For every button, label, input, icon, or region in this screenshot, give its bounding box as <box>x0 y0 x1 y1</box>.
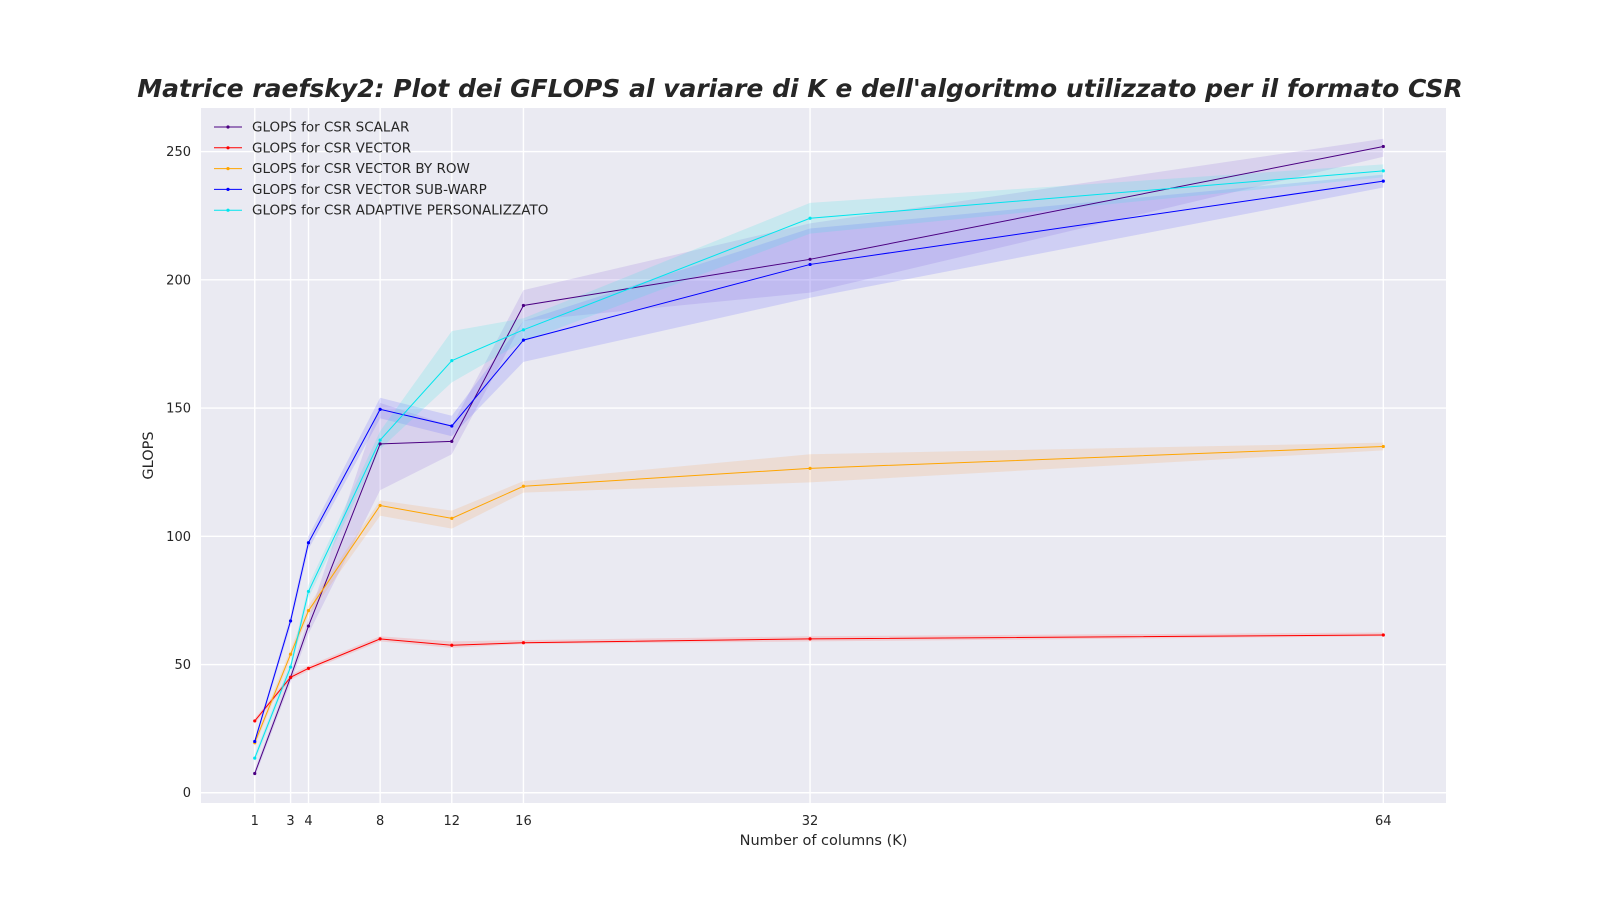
series-0-point <box>1381 144 1385 149</box>
x-tick-label: 4 <box>304 814 312 829</box>
series-0-point <box>378 442 382 446</box>
series-3-point <box>808 262 812 267</box>
x-axis-label: Number of columns (K) <box>740 833 908 849</box>
x-tick-labels: 1 3 4 8 12 16 32 64 <box>251 814 1392 829</box>
series-2-point <box>450 516 454 520</box>
legend-label: GLOPS for CSR VECTOR BY ROW <box>252 161 470 177</box>
y-tick-label: 150 <box>166 402 191 417</box>
series-4-point <box>450 359 454 363</box>
series-3-point <box>450 424 454 428</box>
series-1-band <box>254 632 1384 724</box>
legend-label: GLOPS for CSR ADAPTIVE PERSONALIZZATO <box>252 203 548 219</box>
grid <box>201 108 1446 803</box>
series-4-point <box>1381 169 1385 173</box>
series-4-point <box>808 216 812 220</box>
chart-title: Matrice raefsky2: Plot dei GFLOPS al var… <box>137 74 1463 103</box>
series-1-point <box>808 637 812 641</box>
series-3-point <box>521 338 526 342</box>
x-tick-label: 3 <box>286 814 294 829</box>
y-tick-label: 200 <box>166 273 191 288</box>
series-4-point <box>253 756 257 760</box>
series-4-point <box>521 328 526 332</box>
series-0-band <box>254 138 1384 778</box>
legend-label: GLOPS for CSR SCALAR <box>252 120 409 136</box>
legend-swatch-marker <box>226 187 230 191</box>
series-3-band <box>254 174 1384 745</box>
series-4-point <box>288 665 293 669</box>
series-1-point <box>253 719 257 723</box>
x-tick-label: 16 <box>515 814 532 829</box>
y-tick-label: 50 <box>174 658 191 673</box>
x-tick-label: 12 <box>444 814 461 829</box>
x-tick-label: 8 <box>376 814 384 829</box>
series-2-point <box>1381 444 1385 449</box>
series-2-point <box>378 503 382 508</box>
legend: GLOPS for CSR SCALAR GLOPS for CSR VECTOR… <box>214 120 548 219</box>
legend-swatch-marker <box>226 125 230 129</box>
y-tick-label: 0 <box>183 786 191 801</box>
series-0-point <box>253 771 257 776</box>
series-1-point <box>450 643 454 647</box>
series-4-point <box>306 589 311 594</box>
series-1-point <box>288 675 293 679</box>
x-tick-label: 32 <box>802 814 819 829</box>
series-1-point <box>521 641 526 645</box>
x-tick-label: 1 <box>251 814 259 829</box>
series-0-line <box>254 145 1384 774</box>
series-1-point <box>306 666 311 670</box>
series-1-point <box>378 637 382 641</box>
y-axis-label: GLOPS <box>141 431 157 479</box>
confidence-bands <box>254 138 1384 778</box>
series-2-point <box>808 466 812 470</box>
series-0-point <box>450 439 454 443</box>
series-3-point <box>288 619 293 623</box>
plot-area <box>201 108 1446 803</box>
series-1-line <box>254 634 1384 722</box>
y-tick-label: 250 <box>166 145 191 160</box>
legend-label: GLOPS for CSR VECTOR SUB-WARP <box>252 182 487 198</box>
legend-swatch-marker <box>226 146 230 150</box>
series-3-point <box>378 407 382 411</box>
series-2-point <box>288 652 293 656</box>
x-tick-label: 64 <box>1375 814 1392 829</box>
y-tick-label: 100 <box>166 530 191 545</box>
series-2-point <box>306 609 311 613</box>
legend-swatch-marker <box>226 208 230 212</box>
y-tick-labels: 0 50 100 150 200 250 <box>166 145 191 801</box>
series-0-point <box>808 257 812 261</box>
series-1-point <box>1381 633 1385 637</box>
series-2-point <box>521 484 526 488</box>
series-3-point <box>306 541 311 545</box>
series-4-band <box>254 164 1384 762</box>
series-3-point <box>253 739 257 744</box>
legend-swatch-marker <box>226 167 230 171</box>
series-2-line <box>254 446 1384 743</box>
series-0-point <box>306 624 311 628</box>
series-3-point <box>1381 179 1385 183</box>
series-0-point <box>521 303 526 308</box>
legend-label: GLOPS for CSR VECTOR <box>252 140 411 156</box>
series-4-line <box>254 170 1384 759</box>
series-4-point <box>378 438 382 442</box>
series-3-line <box>254 180 1384 742</box>
series-lines <box>254 145 1384 774</box>
series-points <box>253 144 1385 776</box>
